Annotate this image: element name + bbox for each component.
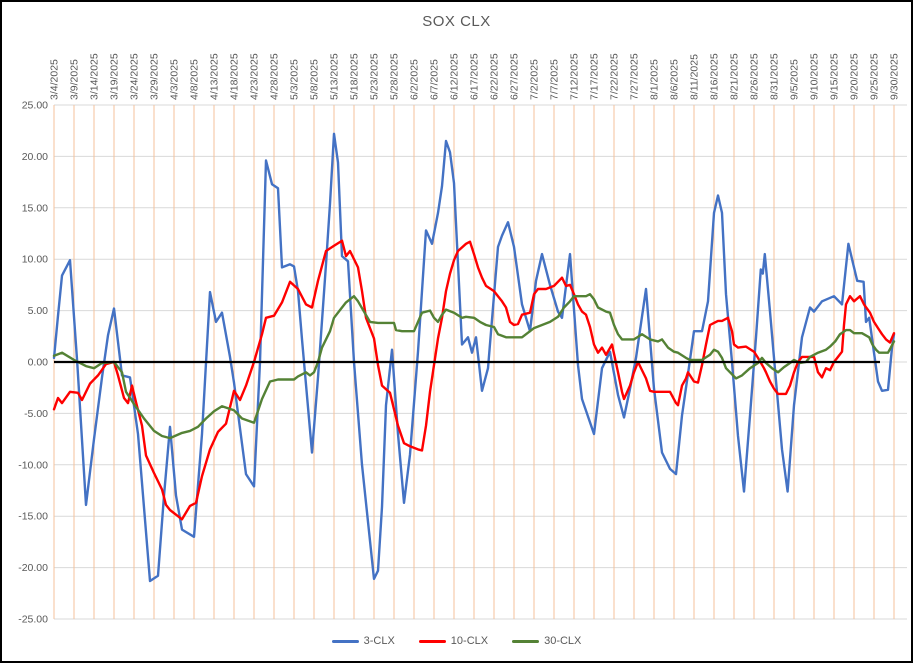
x-axis-tick-label: 7/17/2025 — [589, 53, 601, 100]
y-axis-tick-label: -5.00 — [24, 408, 48, 420]
series-line-10-CLX — [52, 239, 896, 521]
x-axis-tick-label: 4/28/2025 — [269, 53, 281, 100]
x-axis-tick-label: 4/3/2025 — [169, 59, 181, 100]
x-axis-tick-label: 6/2/2025 — [409, 59, 421, 100]
x-axis-tick-label: 7/22/2025 — [609, 53, 621, 100]
y-axis-tick-label: 20.00 — [22, 151, 48, 163]
x-axis-tick-label: 3/4/2025 — [49, 59, 61, 100]
x-axis-tick-label: 9/15/2025 — [829, 53, 841, 100]
x-axis-tick-label: 7/12/2025 — [569, 53, 581, 100]
x-axis-tick-label: 5/28/2025 — [389, 53, 401, 100]
series-line-30-CLX — [52, 293, 896, 440]
x-axis-tick-label: 6/7/2025 — [429, 59, 441, 100]
x-axis-tick-label: 3/29/2025 — [149, 53, 161, 100]
legend-item-3-CLX: 3-CLX — [331, 635, 395, 647]
y-axis-tick-label: -20.00 — [18, 562, 48, 574]
x-axis-tick-label: 9/5/2025 — [789, 59, 801, 100]
x-axis-tick-label: 9/10/2025 — [809, 53, 821, 100]
x-axis-tick-label: 6/12/2025 — [449, 53, 461, 100]
x-axis-tick-label: 4/18/2025 — [229, 53, 241, 100]
x-axis-tick-label: 4/13/2025 — [209, 53, 221, 100]
legend-swatch-30-CLX — [512, 639, 540, 643]
x-axis-tick-label: 8/16/2025 — [709, 53, 721, 100]
x-axis-tick-label: 3/24/2025 — [129, 53, 141, 100]
y-axis-tick-label: 5.00 — [28, 305, 49, 317]
y-axis-tick-label: -10.00 — [18, 459, 48, 471]
x-axis-tick-label: 3/9/2025 — [69, 59, 81, 100]
legend-swatch-3-CLX — [331, 639, 359, 643]
x-axis-tick-label: 6/22/2025 — [489, 53, 501, 100]
legend-item-10-CLX: 10-CLX — [418, 635, 489, 647]
y-axis-tick-label: 15.00 — [22, 202, 48, 214]
legend-label-30-CLX: 30-CLX — [544, 635, 582, 647]
x-axis-tick-label: 8/1/2025 — [649, 59, 661, 100]
x-axis-tick-label: 9/20/2025 — [849, 53, 861, 100]
legend-label-3-CLX: 3-CLX — [363, 635, 395, 647]
x-axis-tick-label: 3/14/2025 — [89, 53, 101, 100]
x-axis-tick-label: 8/26/2025 — [749, 53, 761, 100]
x-axis-tick-label: 3/19/2025 — [109, 53, 121, 100]
x-axis-tick-label: 5/13/2025 — [329, 53, 341, 100]
x-axis-tick-label: 8/11/2025 — [689, 54, 701, 100]
x-axis-tick-label: 8/31/2025 — [769, 53, 781, 100]
x-axis-tick-label: 4/23/2025 — [249, 53, 261, 100]
y-axis-tick-label: -15.00 — [18, 511, 48, 523]
chart-title: SOX CLX — [422, 13, 491, 30]
x-axis-tick-label: 8/6/2025 — [669, 59, 681, 100]
x-axis-tick-label: 8/21/2025 — [729, 53, 741, 100]
legend-label-10-CLX: 10-CLX — [450, 635, 489, 647]
x-axis-tick-label: 6/17/2025 — [469, 53, 481, 100]
y-axis-tick-label: -25.00 — [18, 614, 48, 626]
x-axis-tick-label: 5/8/2025 — [309, 59, 321, 100]
legend-item-30-CLX: 30-CLX — [512, 635, 581, 647]
y-axis-tick-label: 25.00 — [22, 100, 48, 112]
x-axis-tick-label: 7/27/2025 — [629, 53, 641, 100]
x-axis-tick-label: 9/25/2025 — [869, 53, 881, 100]
x-axis-tick-label: 7/7/2025 — [549, 59, 561, 100]
x-axis-tick-label: 4/8/2025 — [189, 59, 201, 100]
series-line-3-CLX — [52, 132, 896, 583]
x-axis-tick-label: 6/27/2025 — [509, 53, 521, 100]
legend-swatch-10-CLX — [418, 639, 446, 643]
chart-legend: 3-CLX 10-CLX 30-CLX — [2, 635, 911, 647]
x-axis-tick-label: 5/3/2025 — [289, 59, 301, 100]
x-axis-tick-label: 5/18/2025 — [349, 53, 361, 100]
x-axis-tick-label: 5/23/2025 — [369, 53, 381, 100]
x-axis-tick-label: 9/30/2025 — [889, 53, 901, 100]
y-axis-tick-label: 10.00 — [22, 254, 48, 266]
x-axis-tick-label: 7/2/2025 — [529, 59, 541, 100]
y-axis-tick-label: 0.00 — [28, 357, 49, 369]
